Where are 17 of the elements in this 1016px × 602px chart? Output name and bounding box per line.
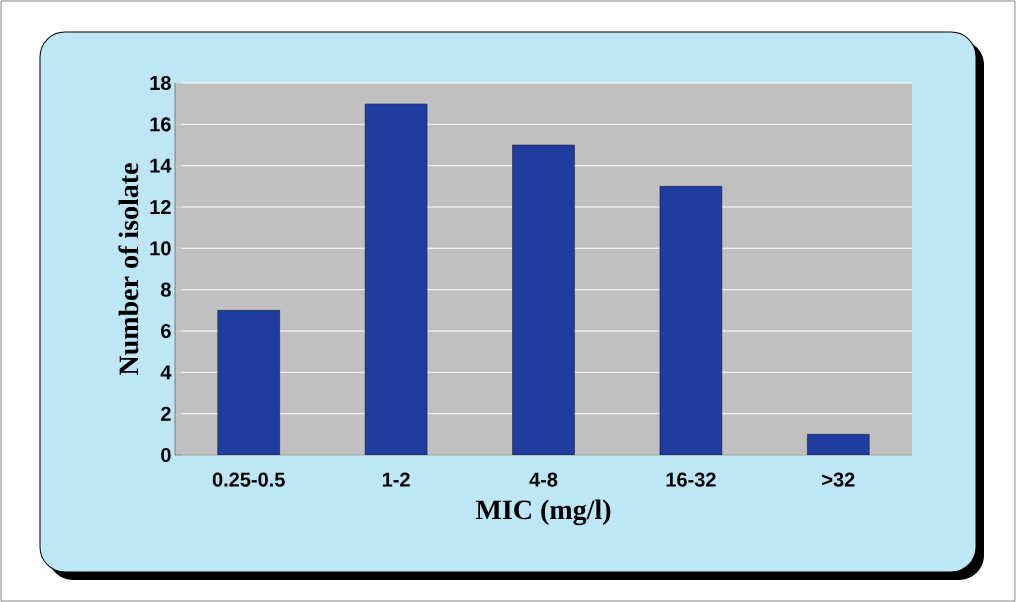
x-axis-title: MIC (mg/l) (475, 499, 611, 526)
y-tick-label: 0 (161, 447, 171, 463)
x-tick-label: 4-8 (529, 472, 558, 487)
y-tick-label: 12 (150, 200, 171, 214)
y-tick-label: 2 (161, 406, 171, 421)
y-tick-label: 4 (160, 365, 172, 380)
y-tick-label: 14 (150, 158, 172, 173)
x-tick-label: 0.25-0.5 (212, 472, 285, 487)
y-axis-title: Number of isolate (118, 163, 139, 375)
y-tick-label: 18 (150, 75, 171, 91)
x-tick-label: >32 (822, 472, 855, 487)
y-tick-label: 10 (150, 241, 171, 256)
y-tick-label: 8 (160, 282, 171, 297)
y-tick-label: 6 (161, 323, 171, 339)
x-tick-label: 16-32 (666, 472, 716, 487)
x-tick-label: 1-2 (382, 472, 410, 487)
y-tick-label: 16 (150, 117, 171, 132)
